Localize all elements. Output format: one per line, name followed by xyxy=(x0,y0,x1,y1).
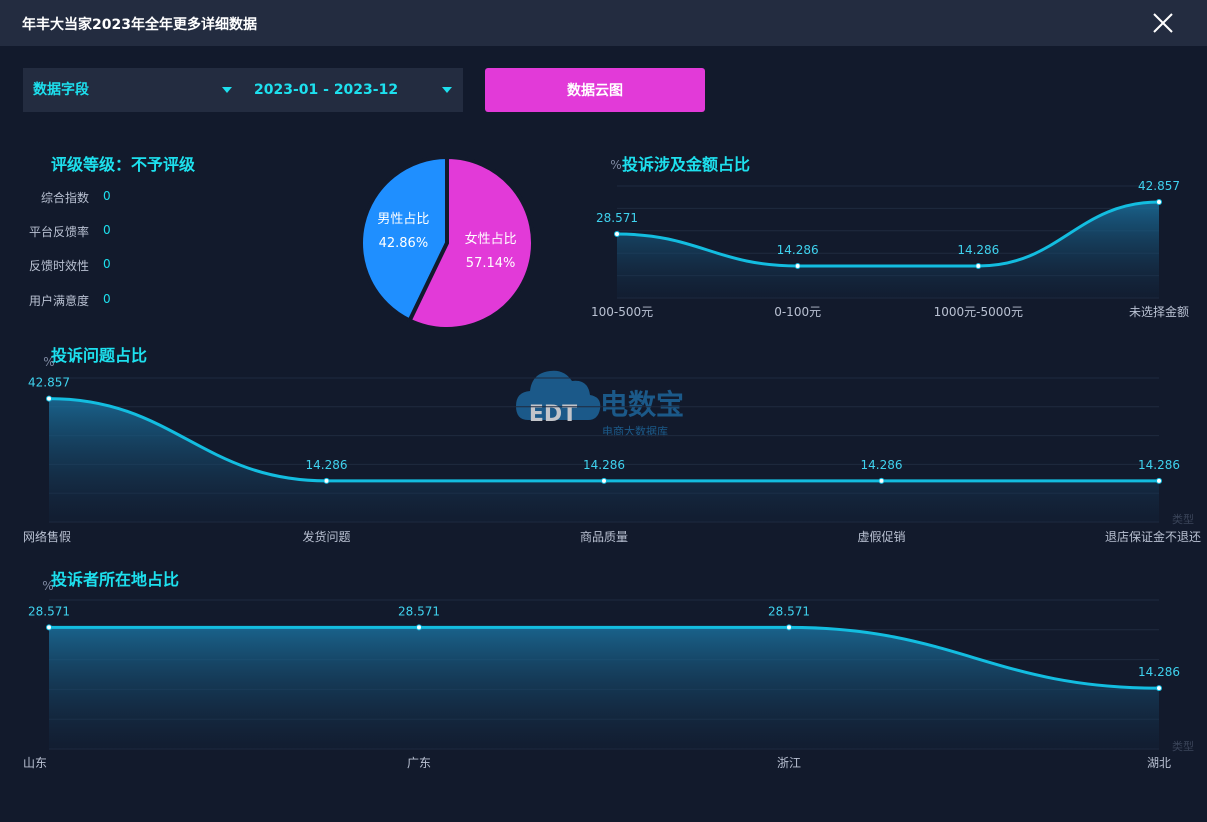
location-chart-title: 投诉者所在地占比 xyxy=(51,570,180,589)
series-area xyxy=(617,202,1159,298)
chevron-down-icon[interactable] xyxy=(442,87,452,93)
category-label: 0-100元 xyxy=(774,305,821,319)
issue-chart-title: 投诉问题占比 xyxy=(51,346,148,365)
data-label: 28.571 xyxy=(596,211,638,225)
metric-label: 反馈时效性 xyxy=(28,259,89,273)
category-label: 1000元-5000元 xyxy=(934,305,1023,319)
data-label: 42.857 xyxy=(28,376,70,390)
data-label: 14.286 xyxy=(1138,458,1180,472)
category-label: 退店保证金不退还 xyxy=(1105,529,1201,544)
data-label: 14.286 xyxy=(777,243,819,257)
data-point xyxy=(1156,685,1162,692)
filter-bar: 数据字段 2023-01 - 2023-12 xyxy=(23,68,463,112)
pie-slice-value: 57.14% xyxy=(466,256,516,271)
data-label: 28.571 xyxy=(768,604,810,618)
data-point xyxy=(46,395,52,402)
data-label: 14.286 xyxy=(957,243,999,257)
data-label: 14.286 xyxy=(1138,665,1180,679)
watermark-title: 电数宝 xyxy=(600,388,684,421)
data-point xyxy=(614,231,620,238)
data-cloud-button[interactable]: 数据云图 xyxy=(485,68,705,112)
data-point xyxy=(1156,199,1162,206)
data-point xyxy=(416,624,422,631)
category-label: 虚假促销 xyxy=(857,530,905,544)
x-axis-label: 类型 xyxy=(1172,739,1194,753)
data-point xyxy=(794,262,801,269)
y-axis-label: % xyxy=(43,355,54,369)
data-label: 14.286 xyxy=(861,458,903,472)
pie-slice-label: 女性占比 xyxy=(465,231,517,247)
pie-slice-label: 男性占比 xyxy=(377,212,429,227)
category-label: 未选择金额 xyxy=(1129,304,1189,319)
series-area xyxy=(49,398,1159,522)
category-label: 广东 xyxy=(407,756,431,770)
title-bar: 年丰大当家2023年全年更多详细数据 xyxy=(0,0,1207,46)
series-line xyxy=(49,625,1160,690)
data-label: 28.571 xyxy=(28,604,70,618)
data-label: 42.857 xyxy=(1138,179,1180,193)
series-line xyxy=(616,200,1160,268)
data-point xyxy=(323,477,330,484)
metric-label: 用户满意度 xyxy=(28,294,89,308)
data-point xyxy=(1156,477,1162,484)
data-point xyxy=(975,262,982,269)
location-area-chart: 28.571 山东 28.571 广东 28.571 浙江 14.286 湖北% 类型 xyxy=(23,579,1194,770)
category-label: 网络售假 xyxy=(23,529,71,544)
watermark-subtitle: 电商大数据库 xyxy=(602,424,668,438)
data-point xyxy=(46,624,52,631)
amount-area-chart: 28.571 100-500元 14.286 0-100元 14.286 1000元-50… xyxy=(591,158,1189,319)
category-label: 湖北 xyxy=(1147,755,1171,770)
category-label: 100-500元 xyxy=(591,305,653,319)
series-area xyxy=(49,627,1159,749)
date-range-label: 2023-01 - 2023-12 xyxy=(254,82,399,98)
data-label: 28.571 xyxy=(398,604,440,618)
metric-value: 0 xyxy=(103,292,111,306)
category-label: 山东 xyxy=(23,756,47,770)
watermark-logo: EDT 电数宝 电商大数据库 xyxy=(516,370,684,438)
metric-value: 0 xyxy=(103,223,111,237)
gender-pie-chart: 男性占比 42.86% 女性占比 57.14% xyxy=(359,154,535,331)
data-point xyxy=(878,477,885,484)
issue-area-chart: 42.857 网络售假 14.286 发货问题 14.286 商品质量 14.286 虚假促销… xyxy=(23,355,1201,544)
rating-title: 评级等级：不予评级 xyxy=(51,155,196,174)
amount-chart-title: 投诉涉及金额占比 xyxy=(622,155,751,174)
pie-slice xyxy=(407,154,535,331)
y-axis-label: % xyxy=(42,579,53,593)
data-label: 14.286 xyxy=(583,458,625,472)
pie-slice xyxy=(359,154,449,324)
metric-value: 0 xyxy=(103,257,111,271)
metric-value: 0 xyxy=(103,189,111,203)
data-label: 14.286 xyxy=(306,458,348,472)
field-select-label: 数据字段 xyxy=(33,82,89,98)
close-icon[interactable] xyxy=(1148,8,1178,38)
data-point xyxy=(601,477,607,484)
window-title: 年丰大当家2023年全年更多详细数据 xyxy=(22,17,257,33)
data-point xyxy=(786,624,792,631)
metric-label: 综合指数 xyxy=(40,191,89,205)
watermark-logo-text: EDT xyxy=(529,402,577,427)
metric-label: 平台反馈率 xyxy=(28,225,89,239)
x-axis-label: 类型 xyxy=(1172,512,1194,526)
chevron-down-icon[interactable] xyxy=(222,87,232,93)
y-axis-label: % xyxy=(610,158,621,172)
category-label: 商品质量 xyxy=(580,529,628,544)
category-label: 发货问题 xyxy=(302,529,350,544)
category-label: 浙江 xyxy=(777,756,801,770)
pie-slice-value: 42.86% xyxy=(379,236,429,251)
field-select[interactable]: 数据字段 xyxy=(33,68,238,112)
date-range-select[interactable]: 2023-01 - 2023-12 xyxy=(254,68,454,112)
